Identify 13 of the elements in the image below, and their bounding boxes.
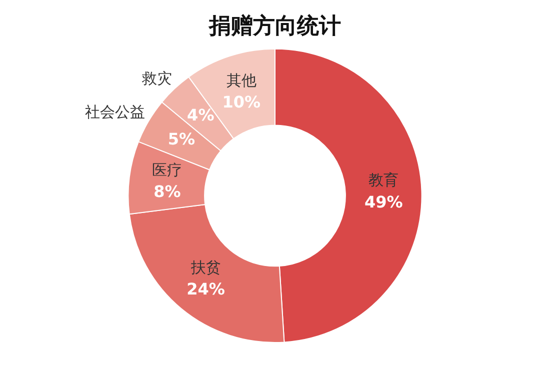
slice-label: 教育 <box>368 171 399 190</box>
slice-label: 社会公益 <box>85 102 146 121</box>
data-label: 5% <box>168 130 196 149</box>
chart-title: 捐赠方向统计 <box>208 12 341 39</box>
slice-label: 救灾 <box>140 70 172 88</box>
slice-label: 其他 <box>226 71 256 90</box>
slice-label: 扶贫 <box>190 258 221 276</box>
data-label: 4% <box>187 106 214 125</box>
data-label: 24% <box>186 280 225 299</box>
data-label: 10% <box>222 92 261 112</box>
slice-label: 医疗 <box>152 160 182 179</box>
data-label: 49% <box>364 192 403 212</box>
data-label: 8% <box>154 182 181 202</box>
